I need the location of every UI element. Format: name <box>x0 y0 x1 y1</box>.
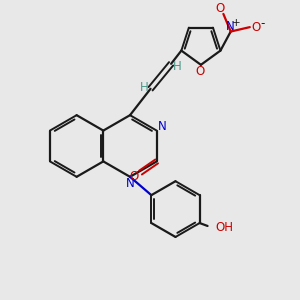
Text: O: O <box>251 21 260 34</box>
Text: N: N <box>158 120 166 133</box>
Text: H: H <box>140 81 148 94</box>
Text: O: O <box>196 65 205 78</box>
Text: -: - <box>260 17 264 30</box>
Text: OH: OH <box>215 221 233 234</box>
Text: O: O <box>216 2 225 15</box>
Text: N: N <box>126 177 135 190</box>
Text: +: + <box>232 18 240 28</box>
Text: O: O <box>130 170 139 184</box>
Text: N: N <box>226 20 235 33</box>
Text: H: H <box>173 60 182 73</box>
